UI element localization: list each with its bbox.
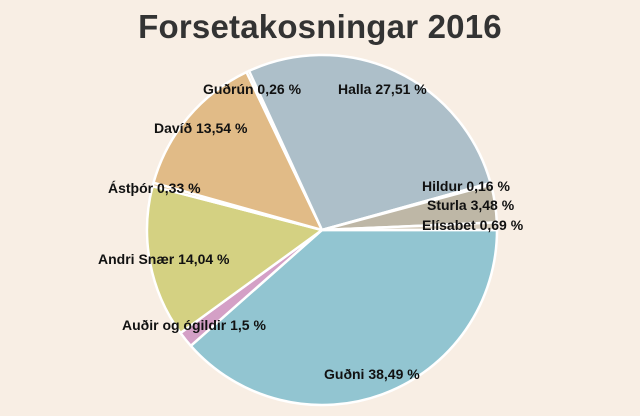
pie-slice [247,53,492,232]
slice-label: Guðrún 0,26 % [203,81,302,97]
pie-slice [145,184,324,335]
slice-label: Elísabet 0,69 % [422,217,524,233]
slice-label: Auðir og ógildir 1,5 % [122,317,266,333]
slice-label: Guðni 38,49 % [324,366,420,382]
slice-label: Andri Snær 14,04 % [98,251,230,267]
pie-slice [189,228,499,407]
slice-label: Davíð 13,54 % [154,120,248,136]
chart-title: Forsetakosningar 2016 [138,8,502,45]
slice-label: Ástþór 0,33 % [108,180,201,196]
pie-slice [152,70,324,232]
slice-label: Sturla 3,48 % [427,197,515,213]
slice-label: Hildur 0,16 % [422,178,510,194]
slice-label: Halla 27,51 % [338,81,427,97]
pie-slice [320,221,499,232]
